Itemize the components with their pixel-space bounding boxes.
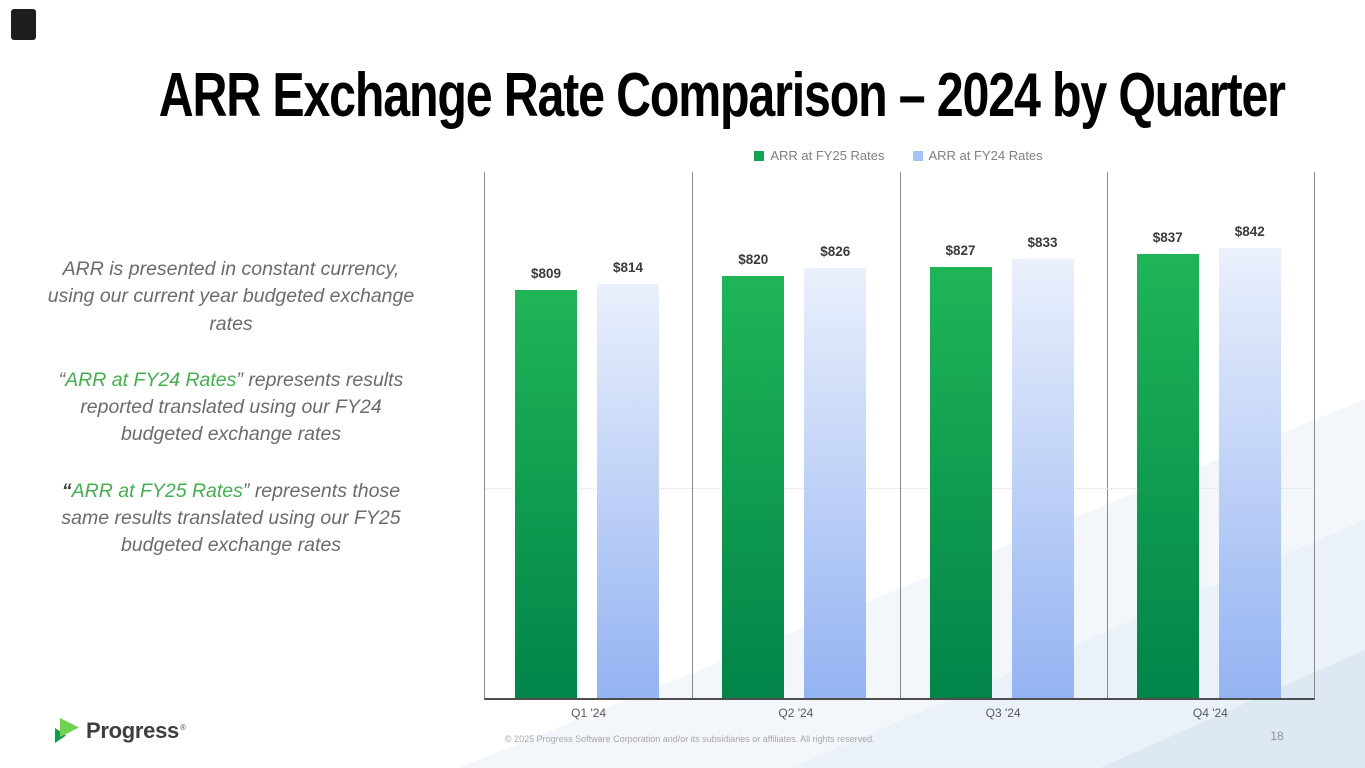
notes-paragraph: ARR is presented in constant currency, u…	[46, 256, 416, 338]
bar-fy24	[597, 284, 659, 698]
bar-value-label: $820	[738, 252, 769, 267]
legend-item-fy25: ARR at FY25 Rates	[754, 148, 885, 163]
quarter-separator	[899, 172, 901, 698]
bar-fy25	[722, 276, 785, 698]
notes-text: ” represents those same results translat…	[61, 479, 401, 557]
bar-value-label: $809	[530, 266, 562, 281]
bar-fy24	[1218, 248, 1281, 698]
bar-value-label: $837	[1152, 230, 1183, 245]
bar-value-label: $842	[1234, 224, 1265, 239]
bar-fy25	[515, 290, 577, 698]
notes-text: ARR is presented in constant currency, u…	[47, 258, 415, 335]
progress-logo-text: Progress®	[86, 718, 186, 743]
bar-value-label: $833	[1027, 235, 1058, 250]
notes-highlight: ARR at FY25 Rates	[71, 479, 243, 502]
quarter-group: $837 $842 Q4 '24	[1107, 172, 1314, 720]
notes-paragraph: “ARR at FY24 Rates” represents results r…	[46, 367, 416, 449]
notes-paragraph: “ARR at FY25 Rates” represents those sam…	[46, 478, 416, 560]
progress-logo: Progress®	[52, 716, 186, 746]
notes-highlight: ARR at FY24 Rates	[65, 368, 237, 391]
progress-arrow-icon	[55, 718, 79, 743]
page-title: ARR Exchange Rate Comparison – 2024 by Q…	[0, 60, 1365, 131]
x-axis-label: Q4 '24	[1192, 706, 1228, 720]
x-axis-label: Q3 '24	[985, 706, 1021, 720]
registered-mark: ®	[179, 722, 186, 732]
dotted-gridline	[485, 488, 1314, 489]
quarter-group: $820 $826 Q2 '24	[692, 172, 899, 720]
bar-fy24	[1011, 259, 1074, 698]
quarter-separator	[1106, 172, 1108, 698]
notes-column: ARR is presented in constant currency, u…	[46, 256, 416, 589]
bar-value-label: $814	[612, 260, 644, 275]
page-number: 18	[1270, 729, 1284, 743]
bar-fy25	[1136, 254, 1199, 698]
quarter-group: $809 $814 Q1 '24	[485, 172, 692, 720]
bar-fy24	[804, 268, 867, 698]
page-title-text: ARR Exchange Rate Comparison – 2024 by Q…	[158, 61, 1286, 130]
legend-item-fy24: ARR at FY24 Rates	[912, 148, 1043, 163]
x-axis-label: Q2 '24	[778, 706, 814, 720]
notes-text: ” represents results reported translated…	[80, 368, 404, 446]
quarter-group: $827 $833 Q3 '24	[900, 172, 1107, 720]
plot-area: $809 $814 Q1 '24 $820 $826 Q2 '24 $827 $833 Q3 '…	[484, 172, 1315, 720]
bar-fy25	[929, 267, 992, 698]
notes-text: “	[61, 479, 72, 502]
quarter-separator	[692, 172, 694, 698]
chart-legend: ARR at FY25 Rates ARR at FY24 Rates	[484, 148, 1313, 163]
bar-value-label: $827	[945, 243, 976, 258]
notes-text: “	[58, 368, 66, 391]
corner-mark	[11, 9, 36, 40]
legend-label-fy24: ARR at FY24 Rates	[928, 148, 1043, 163]
legend-swatch-blue	[912, 150, 923, 161]
legend-label-fy25: ARR at FY25 Rates	[770, 148, 885, 163]
legend-swatch-green	[754, 150, 765, 161]
copyright-text: © 2025 Progress Software Corporation and…	[505, 734, 875, 744]
bar-value-label: $826	[820, 244, 851, 259]
x-axis-label: Q1 '24	[571, 706, 607, 720]
